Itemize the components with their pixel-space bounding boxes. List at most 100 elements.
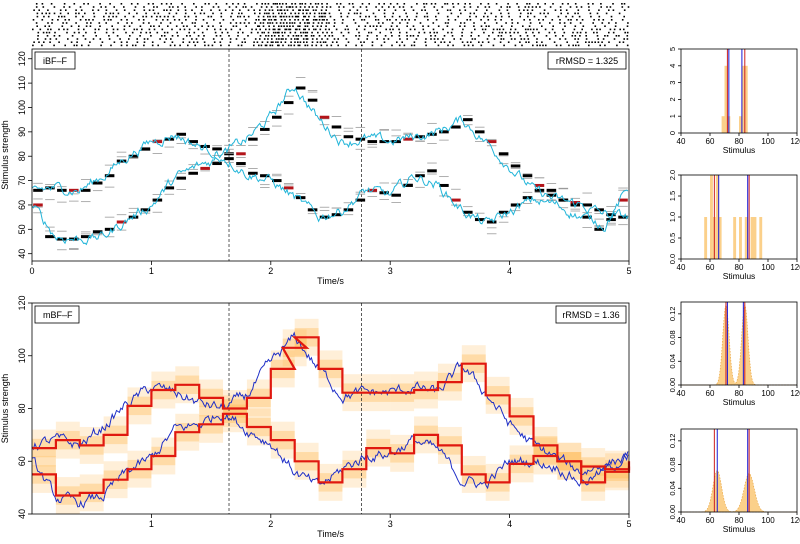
spike: [471, 38, 474, 40]
x-axis-label: Stimulus: [723, 524, 756, 534]
spike: [237, 44, 240, 47]
spike: [59, 9, 62, 11]
spike: [464, 9, 467, 11]
spike: [278, 44, 280, 47]
spike: [42, 31, 45, 34]
spike: [450, 12, 453, 15]
spike: [423, 15, 426, 18]
spike: [243, 22, 246, 24]
spike: [250, 31, 253, 34]
spike: [58, 15, 60, 18]
y-tick-label: 80: [17, 403, 27, 413]
spike: [48, 12, 51, 15]
spike: [71, 35, 74, 37]
spike: [126, 22, 128, 24]
spike: [549, 6, 552, 8]
spike: [541, 25, 543, 27]
spike: [120, 19, 123, 21]
spike: [392, 28, 394, 31]
spike: [245, 6, 247, 8]
spike: [375, 19, 377, 21]
spike: [285, 38, 287, 40]
spike: [274, 31, 277, 34]
spike: [93, 15, 96, 18]
panel-title: mBF–F: [43, 310, 73, 320]
spike: [294, 3, 297, 5]
spike: [577, 9, 580, 11]
spike: [364, 25, 367, 27]
spike: [242, 31, 244, 34]
spike: [255, 19, 257, 21]
spike: [330, 44, 333, 47]
x-tick-label: 4: [507, 519, 512, 529]
spike: [146, 38, 149, 40]
spike: [618, 12, 621, 15]
spike: [305, 9, 307, 11]
spike: [552, 3, 554, 5]
spike: [551, 19, 554, 21]
spike: [300, 31, 302, 34]
spike: [377, 19, 380, 21]
spike: [265, 6, 268, 8]
spike: [306, 25, 309, 27]
spike: [195, 38, 198, 40]
spike: [112, 31, 115, 34]
spike: [239, 9, 241, 11]
spike: [403, 9, 406, 11]
histogram-bar: [741, 65, 745, 133]
spike: [267, 15, 269, 18]
y-tick-label: 1: [668, 114, 677, 118]
spike: [267, 22, 269, 24]
spike: [78, 31, 80, 34]
spike: [414, 19, 416, 21]
spike: [366, 22, 369, 24]
spike: [186, 35, 188, 37]
spike: [437, 44, 440, 47]
spike: [240, 44, 243, 47]
spike: [335, 28, 338, 31]
spike: [466, 41, 469, 43]
y-tick-label: 2.0: [668, 170, 677, 180]
spike: [272, 41, 274, 43]
spike: [562, 35, 564, 37]
spike: [70, 25, 73, 27]
spike: [502, 38, 505, 40]
spike: [369, 25, 371, 27]
density-mbf-t2: 40 60 80 100 120 Stimulus 0.00 0.04 0.08 0.12: [668, 428, 800, 534]
spike: [463, 22, 466, 24]
spike: [543, 12, 545, 15]
spike: [627, 22, 629, 24]
x-tick-label: 2: [268, 266, 273, 276]
spike: [519, 35, 522, 37]
spike: [263, 31, 265, 34]
spike: [307, 19, 309, 21]
spike: [182, 25, 185, 27]
y-tick-label: 0.08: [668, 457, 677, 472]
spike: [541, 41, 543, 43]
x-tick-label: 3: [388, 266, 393, 276]
spike: [432, 22, 435, 24]
spike: [130, 3, 133, 5]
x-tick-label: 80: [735, 516, 744, 525]
spike: [308, 6, 310, 8]
spike: [241, 12, 243, 15]
spike: [626, 38, 629, 40]
spike: [308, 15, 310, 18]
spike: [336, 3, 338, 5]
spike: [514, 28, 517, 31]
spike: [344, 28, 347, 31]
rrmsd-box: [547, 51, 627, 70]
spike: [92, 19, 94, 21]
spike: [195, 6, 197, 8]
spike: [212, 12, 214, 15]
spike: [306, 31, 309, 34]
spike: [435, 15, 437, 18]
spike: [608, 41, 610, 43]
spike: [147, 3, 150, 5]
y-tick-label: 40: [17, 249, 27, 259]
spike: [215, 35, 218, 37]
spike: [290, 44, 292, 47]
spike: [413, 44, 416, 47]
spike: [331, 41, 334, 43]
spike: [160, 3, 163, 5]
